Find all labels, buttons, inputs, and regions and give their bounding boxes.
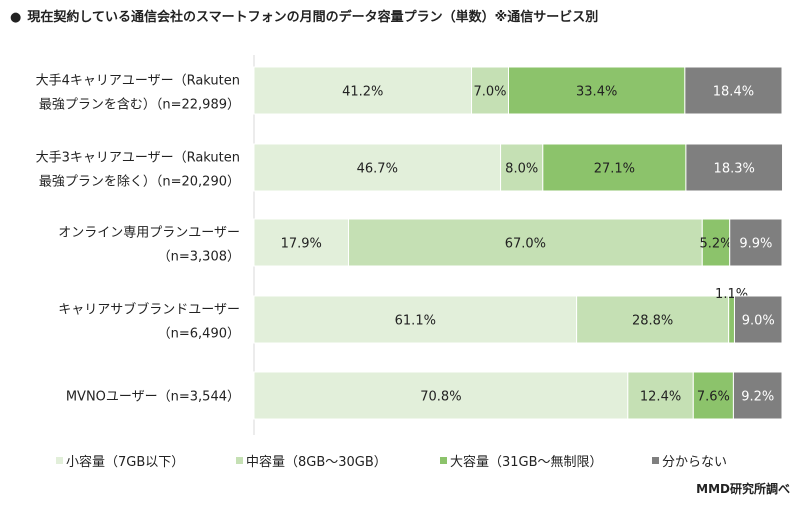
category-label: キャリアサブブランドユーザー bbox=[58, 302, 240, 318]
category-label: 最強プランを含む）（n=22,989） bbox=[39, 97, 240, 113]
data-label: 28.8% bbox=[632, 314, 673, 329]
data-label: 41.2% bbox=[342, 85, 383, 100]
bar-segment bbox=[500, 143, 544, 192]
data-label: 9.9% bbox=[739, 237, 772, 252]
legend-label: 小容量（7GB以下） bbox=[66, 454, 184, 470]
bar-segment bbox=[253, 143, 502, 192]
legend-swatch bbox=[652, 457, 659, 464]
data-label: 18.3% bbox=[714, 162, 755, 177]
data-label: 27.1% bbox=[594, 162, 635, 177]
legend-label: 中容量（8GB～30GB） bbox=[246, 454, 387, 470]
chart-title-text: 現在契約している通信会社のスマートフォンの月間のデータ容量プラン（単数）※通信サ… bbox=[27, 10, 599, 25]
category-label: 最強プランを除く）（n=20,290） bbox=[39, 175, 240, 190]
legend-label: 大容量（31GB～無制限） bbox=[450, 454, 603, 470]
legend-swatch bbox=[236, 457, 243, 464]
bar-segment bbox=[542, 143, 687, 192]
data-label: 9.0% bbox=[742, 314, 775, 329]
data-label: 46.7% bbox=[357, 162, 398, 177]
data-label: 67.0% bbox=[505, 237, 546, 252]
data-label: 8.0% bbox=[505, 162, 538, 177]
bar-segment bbox=[253, 295, 578, 344]
bar-segment bbox=[692, 371, 734, 420]
category-label: オンライン専用プランユーザー bbox=[58, 226, 240, 241]
bar-segment bbox=[627, 371, 694, 420]
category-label: 大手3キャリアユーザー（Rakuten bbox=[36, 151, 240, 166]
bar-segment bbox=[348, 218, 703, 267]
bar-segment bbox=[576, 295, 730, 344]
data-label: 33.4% bbox=[576, 85, 617, 100]
category-label: （n=3,308） bbox=[158, 250, 240, 265]
bar-segment bbox=[253, 218, 350, 267]
data-label: 7.6% bbox=[697, 390, 730, 405]
bar-segment bbox=[728, 295, 735, 344]
data-label: 61.1% bbox=[395, 314, 436, 329]
chart-title: ● 現在契約している通信会社のスマートフォンの月間のデータ容量プラン（単数）※通信… bbox=[10, 6, 598, 25]
bar-segment bbox=[253, 66, 473, 115]
data-label: 7.0% bbox=[474, 85, 507, 100]
legend-swatch bbox=[56, 457, 63, 464]
bar-segment bbox=[684, 66, 783, 115]
bar-segment bbox=[253, 371, 629, 420]
bar-segment bbox=[507, 66, 686, 115]
data-label: 70.8% bbox=[420, 390, 461, 405]
data-label: 9.2% bbox=[741, 390, 774, 405]
data-label: 12.4% bbox=[640, 390, 681, 405]
data-label: 18.4% bbox=[713, 85, 754, 100]
bar-segment bbox=[701, 218, 731, 267]
legend-swatch bbox=[440, 457, 447, 464]
bar-segment bbox=[685, 143, 784, 192]
bar-segment bbox=[732, 371, 783, 420]
data-label: 17.9% bbox=[281, 237, 322, 252]
category-label: 大手4キャリアユーザー（Rakuten bbox=[36, 74, 240, 89]
bar-segment bbox=[729, 218, 783, 267]
data-label: 5.2% bbox=[699, 237, 732, 252]
category-label: （n=6,490） bbox=[158, 327, 240, 342]
title-bullet: ● bbox=[10, 10, 22, 25]
source-note: MMD研究所調べ bbox=[696, 482, 790, 496]
legend-label: 分からない bbox=[662, 455, 727, 470]
category-label: MVNOユーザー（n=3,544） bbox=[66, 390, 240, 405]
bar-segment bbox=[733, 295, 783, 344]
bar-segment bbox=[471, 66, 509, 115]
